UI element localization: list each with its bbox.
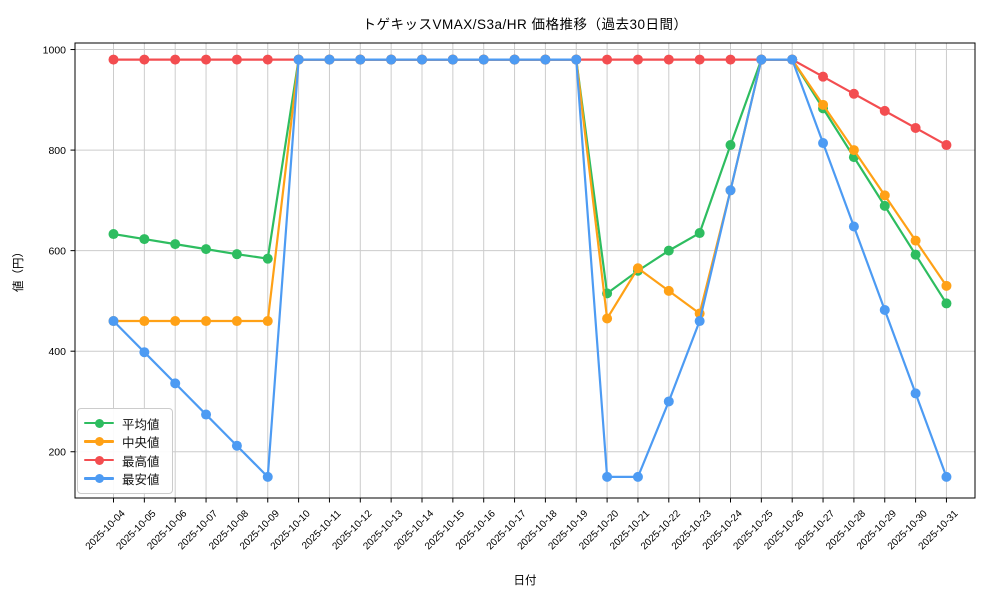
- data-point-min: [386, 54, 397, 65]
- data-point-min: [355, 54, 366, 65]
- data-point-median: [818, 99, 829, 110]
- data-point-min: [108, 316, 119, 327]
- data-point-min: [725, 185, 736, 196]
- data-point-median: [879, 190, 890, 201]
- legend-item-median: 中央値: [84, 435, 160, 450]
- data-point-max: [108, 54, 119, 65]
- data-point-max: [910, 122, 921, 133]
- data-point-median: [170, 316, 181, 327]
- data-point-min: [602, 471, 613, 482]
- data-point-median: [231, 316, 242, 327]
- data-point-median: [602, 313, 613, 324]
- series-line-average: [112, 58, 948, 305]
- legend-marker-median-icon: [84, 437, 114, 447]
- legend-marker-min-icon: [84, 474, 114, 484]
- data-point-max: [879, 105, 890, 116]
- data-point-average: [725, 140, 736, 151]
- x-axis-label: 日付: [513, 575, 537, 587]
- data-point-min: [632, 471, 643, 482]
- legend-label-max: 最高値: [122, 454, 160, 469]
- data-point-min: [447, 54, 458, 65]
- data-point-median: [139, 316, 150, 327]
- data-point-average: [108, 229, 119, 240]
- data-point-average: [139, 234, 150, 245]
- data-point-min: [231, 440, 242, 451]
- data-point-average: [694, 228, 705, 239]
- legend: 平均値 中央値 最高値 最安値: [77, 408, 173, 494]
- data-point-min: [262, 471, 273, 482]
- data-point-max: [231, 54, 242, 65]
- data-point-median: [941, 280, 952, 291]
- data-point-min: [139, 347, 150, 358]
- series-min: [108, 54, 952, 482]
- y-tick-label: 600: [48, 245, 66, 257]
- legend-item-min: 最安値: [84, 472, 160, 487]
- data-point-median: [201, 316, 212, 327]
- data-point-min: [848, 221, 859, 232]
- data-point-min: [694, 316, 705, 327]
- data-point-min: [818, 138, 829, 149]
- legend-item-max: 最高値: [84, 453, 160, 469]
- data-point-max: [139, 54, 150, 65]
- data-point-average: [941, 298, 952, 309]
- data-point-median: [663, 285, 674, 296]
- data-point-max: [725, 54, 736, 65]
- data-point-min: [910, 388, 921, 399]
- series-average: [108, 54, 952, 309]
- plot-border: [74, 42, 976, 499]
- data-point-min: [324, 54, 335, 65]
- data-point-min: [756, 54, 767, 65]
- data-point-max: [818, 71, 829, 82]
- data-point-max: [663, 54, 674, 65]
- data-point-max: [262, 54, 273, 65]
- series-line-min: [112, 58, 948, 478]
- data-point-max: [632, 54, 643, 65]
- data-point-average: [879, 200, 890, 211]
- legend-label-median: 中央値: [122, 436, 160, 450]
- y-tick-label: 200: [48, 447, 66, 459]
- data-point-min: [571, 54, 582, 65]
- y-tick-label: 800: [48, 145, 66, 157]
- data-point-min: [478, 54, 489, 65]
- data-point-min: [879, 304, 890, 315]
- legend-marker-max-icon: [84, 455, 114, 465]
- data-point-min: [663, 396, 674, 407]
- data-point-average: [170, 239, 181, 250]
- legend-item-average: 平均値: [84, 416, 160, 432]
- y-tick-label: 1000: [43, 44, 67, 56]
- data-point-average: [910, 249, 921, 260]
- y-tick-label: 400: [48, 346, 66, 358]
- data-point-median: [910, 235, 921, 246]
- data-point-max: [941, 140, 952, 151]
- data-point-max: [602, 54, 613, 65]
- data-point-average: [201, 244, 212, 255]
- data-point-max: [201, 54, 212, 65]
- data-point-min: [540, 54, 551, 65]
- data-point-average: [231, 249, 242, 260]
- data-point-max: [170, 54, 181, 65]
- data-point-average: [262, 253, 273, 264]
- data-point-min: [787, 54, 798, 65]
- data-point-min: [201, 409, 212, 420]
- data-point-min: [417, 54, 427, 65]
- data-point-min: [941, 471, 952, 482]
- data-point-median: [848, 145, 859, 156]
- series-line-median: [112, 58, 948, 323]
- series-median: [108, 54, 952, 327]
- data-point-min: [509, 54, 520, 65]
- data-point-min: [293, 54, 304, 65]
- legend-label-average: 平均値: [122, 417, 160, 432]
- data-point-median: [262, 316, 273, 327]
- legend-marker-average-icon: [84, 418, 114, 428]
- data-point-max: [848, 88, 859, 99]
- legend-label-min: 最安値: [122, 473, 160, 487]
- chart-title: トゲキッスVMAX/S3a/HR 価格推移（過去30日間）: [362, 17, 688, 32]
- data-point-min: [170, 378, 181, 389]
- data-point-median: [632, 263, 643, 274]
- data-point-average: [663, 245, 674, 256]
- data-point-max: [694, 54, 705, 65]
